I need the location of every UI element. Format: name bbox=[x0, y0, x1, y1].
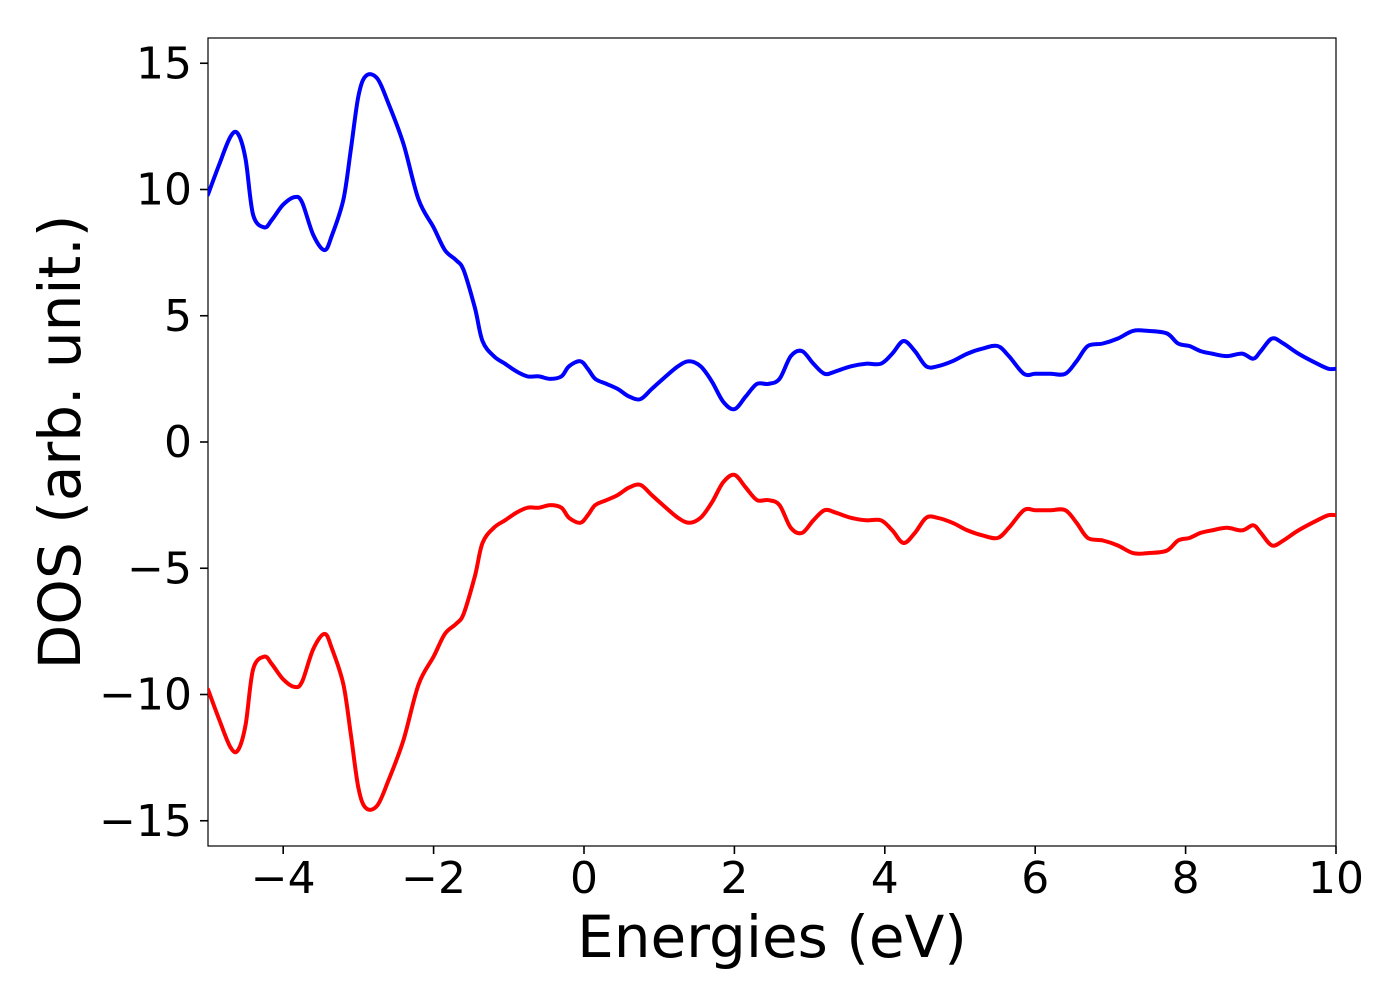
x-tick-label: 6 bbox=[1021, 853, 1049, 904]
y-tick-label: −10 bbox=[99, 670, 192, 721]
x-tick-label: −2 bbox=[401, 853, 466, 904]
y-axis: 15 10 5 0 −5 −10 −15 bbox=[99, 38, 208, 847]
series-line-red bbox=[208, 472, 1336, 812]
y-tick-label: 15 bbox=[136, 38, 192, 89]
x-tick-label: 10 bbox=[1308, 853, 1364, 904]
x-tick-label: 2 bbox=[720, 853, 748, 904]
series-layer bbox=[208, 72, 1336, 812]
x-tick-label: −4 bbox=[251, 853, 316, 904]
y-tick-label: 0 bbox=[164, 417, 192, 468]
y-tick-label: −15 bbox=[99, 796, 192, 847]
y-tick-label: 10 bbox=[136, 165, 192, 216]
y-tick-label: −5 bbox=[127, 543, 192, 594]
plot-frame bbox=[207, 37, 1337, 847]
x-axis: −4 −2 0 2 4 6 8 10 bbox=[251, 846, 1364, 904]
x-tick-label: 8 bbox=[1172, 853, 1200, 904]
x-tick-label: 4 bbox=[871, 853, 899, 904]
y-axis-title: DOS (arb. unit.) bbox=[26, 215, 94, 670]
series-line-blue bbox=[208, 72, 1336, 412]
x-axis-title: Energies (eV) bbox=[577, 903, 967, 971]
x-tick-label: 0 bbox=[570, 853, 598, 904]
y-tick-label: 5 bbox=[164, 291, 192, 342]
